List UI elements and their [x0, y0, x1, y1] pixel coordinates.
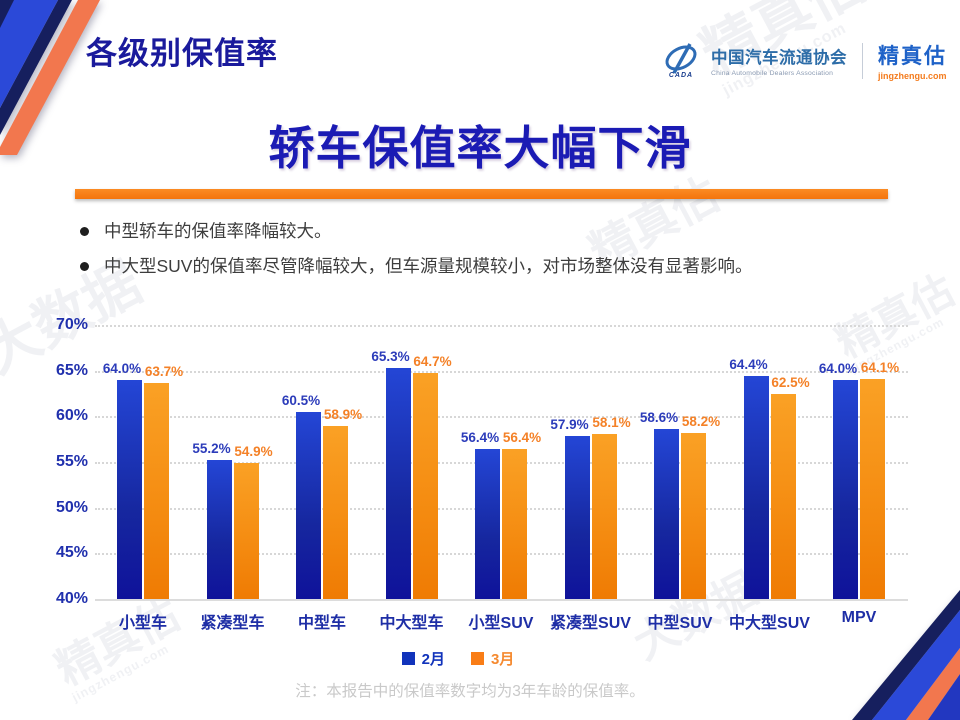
title-underline-bar [75, 189, 888, 199]
bar-3月-紧凑型SUV [591, 433, 617, 599]
bullet-item: 中大型SUV的保值率尽管降幅较大，但车源量规模较小，对市场整体没有显著影响。 [80, 256, 880, 278]
bar-2月-小型SUV [475, 449, 500, 599]
legend-swatch-icon [471, 652, 484, 665]
bullet-icon [80, 261, 89, 271]
bar-value-label: 64.7% [413, 354, 452, 370]
page-title: 各级别保值率 [86, 36, 278, 71]
legend-label: 3月 [491, 651, 515, 668]
bar-2月-中型车 [296, 411, 321, 599]
bar-2月-紧凑型车 [206, 460, 232, 599]
cada-caption: CADA [668, 71, 694, 79]
chart-legend: 2月 3月 [0, 648, 938, 669]
bar-3月-中大型SUV [770, 393, 796, 599]
bar-2月-小型车 [117, 379, 142, 599]
gridline [95, 599, 908, 601]
bar-value-label: 56.4% [460, 430, 500, 446]
y-axis-tick-label: 70% [55, 316, 88, 333]
bar-value-label: 57.9% [550, 416, 589, 432]
corner-decoration-top-left [0, 0, 100, 155]
bar-value-label: 56.4% [502, 430, 542, 446]
gridline [95, 416, 908, 419]
bullet-list: 中型轿车的保值率降幅较大。 中大型SUV的保值率尽管降幅较大，但车源量规模较小，… [80, 221, 880, 291]
y-axis-tick-label: 55% [55, 453, 88, 470]
y-axis-tick-label: 65% [55, 361, 88, 379]
x-axis-category-label: 中大型车 [379, 615, 444, 632]
bar-2月-紧凑型SUV [564, 435, 590, 599]
bar-value-label: 63.7% [144, 363, 184, 379]
bullet-text: 中大型SUV的保值率尽管降幅较大，但车源量规模较小，对市场整体没有显著影响。 [104, 255, 753, 276]
y-axis-tick-label: 50% [55, 498, 88, 516]
bar-value-label: 54.9% [234, 443, 273, 459]
x-axis-category-label: 中大型SUV [729, 615, 810, 632]
bullet-text: 中型轿车的保值率降幅较大。 [104, 221, 332, 241]
y-axis-tick-label: 60% [55, 407, 88, 425]
y-axis-tick-label: 45% [55, 544, 88, 562]
x-axis-category-label: 紧凑型车 [200, 615, 265, 632]
bullet-icon [80, 227, 89, 236]
logo-area: CADA 中国汽车流通协会 China Automobile Dealers A… [660, 40, 947, 81]
legend-item: 3月 [471, 648, 514, 669]
bar-3月-中型车 [323, 426, 348, 599]
bar-3月-MPV [860, 378, 885, 599]
brand-name: 精真估 [878, 45, 947, 68]
cada-swirl-icon [665, 42, 697, 74]
logo-divider [862, 42, 863, 79]
bar-value-label: 60.5% [281, 392, 321, 408]
gridline [95, 325, 908, 327]
x-axis-category-label: MPV [841, 609, 877, 626]
bar-chart: 40% 45% 50% 55% 60% 65% 70% 64.0% 63.7% 小型车 55.2% 5… [56, 316, 908, 632]
bar-value-label: 64.1% [860, 359, 900, 375]
bar-3月-紧凑型车 [233, 462, 259, 599]
bar-2月-MPV [833, 379, 858, 599]
gridline [95, 462, 908, 464]
bar-3月-中大型车 [412, 373, 438, 599]
bar-value-label: 58.2% [681, 413, 721, 429]
bar-2月-中大型SUV [743, 376, 769, 599]
org-name-en: China Automobile Dealers Association [711, 70, 834, 77]
gridline [95, 370, 908, 373]
y-axis-tick-label: 40% [55, 590, 88, 607]
bar-2月-中大型车 [385, 367, 411, 599]
x-axis-category-label: 小型SUV [468, 615, 534, 632]
x-axis-category-label: 紧凑型SUV [550, 615, 631, 632]
org-name-cn: 中国汽车流通协会 [711, 49, 847, 67]
bullet-item: 中型轿车的保值率降幅较大。 [80, 221, 880, 243]
gridline [95, 553, 908, 556]
legend-item: 2月 [401, 648, 445, 669]
bar-2月-中型SUV [654, 429, 679, 599]
bar-value-label: 58.1% [592, 414, 631, 430]
bar-3月-小型车 [144, 382, 169, 599]
bar-value-label: 65.3% [371, 348, 410, 364]
footnote: 注：本报告中的保值率数字均为3年车龄的保值率。 [295, 683, 645, 700]
legend-label: 2月 [421, 651, 445, 668]
corner-decoration-bottom-right [852, 590, 960, 720]
x-axis-category-label: 中型SUV [647, 615, 713, 632]
bar-value-label: 62.5% [771, 374, 810, 390]
slide-title: 轿车保值率大幅下滑 [268, 122, 692, 174]
cada-logo: CADA [660, 42, 702, 79]
brand-block: 精真估 jingzhengu.com [878, 40, 947, 81]
bar-value-label: 58.6% [639, 410, 679, 426]
gridline [95, 507, 908, 510]
bar-value-label: 55.2% [192, 441, 231, 457]
bar-value-label: 58.9% [323, 407, 363, 423]
bar-3月-中型SUV [681, 432, 706, 599]
x-axis-category-label: 中型车 [297, 615, 346, 632]
legend-swatch-icon [401, 652, 415, 665]
bar-value-label: 64.4% [729, 357, 768, 373]
bar-3月-小型SUV [502, 449, 527, 599]
bar-value-label: 64.0% [102, 360, 142, 376]
org-name: 中国汽车流通协会 China Automobile Dealers Associ… [711, 44, 847, 77]
x-axis-category-label: 小型车 [118, 615, 167, 632]
bar-value-label: 64.0% [818, 360, 858, 376]
brand-domain: jingzhengu.com [878, 71, 947, 81]
